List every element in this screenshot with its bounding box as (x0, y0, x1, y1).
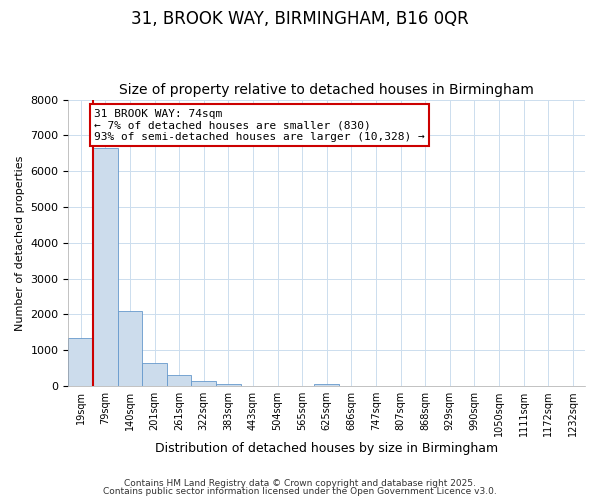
Bar (118, 311, 142, 386)
Bar (142, 363, 167, 386)
Bar (93, 148, 118, 386)
X-axis label: Distribution of detached houses by size in Birmingham: Distribution of detached houses by size … (155, 442, 498, 455)
Bar (191, 380, 216, 386)
Text: 31 BROOK WAY: 74sqm
← 7% of detached houses are smaller (830)
93% of semi-detach: 31 BROOK WAY: 74sqm ← 7% of detached hou… (94, 108, 425, 142)
Y-axis label: Number of detached properties: Number of detached properties (15, 155, 25, 330)
Bar (216, 384, 241, 386)
Bar (314, 384, 339, 386)
Bar (167, 375, 191, 386)
Text: 31, BROOK WAY, BIRMINGHAM, B16 0QR: 31, BROOK WAY, BIRMINGHAM, B16 0QR (131, 10, 469, 28)
Text: Contains public sector information licensed under the Open Government Licence v3: Contains public sector information licen… (103, 487, 497, 496)
Text: Contains HM Land Registry data © Crown copyright and database right 2025.: Contains HM Land Registry data © Crown c… (124, 478, 476, 488)
Title: Size of property relative to detached houses in Birmingham: Size of property relative to detached ho… (119, 83, 534, 97)
Bar (68, 338, 93, 386)
